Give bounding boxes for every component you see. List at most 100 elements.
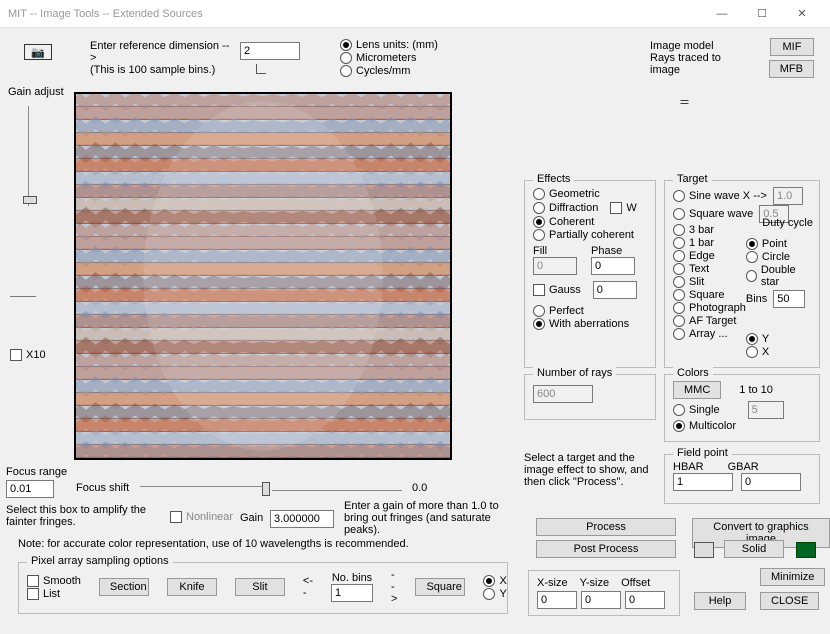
ref-dim-label2: (This is 100 sample bins.): [90, 64, 230, 76]
w-check[interactable]: W: [610, 202, 636, 214]
colors-legend: Colors: [673, 367, 713, 379]
nonlinear-check: Nonlinear: [170, 511, 233, 523]
image-model-label: Image model: [650, 40, 740, 52]
edge-radio[interactable]: Edge: [673, 250, 746, 262]
slit-radio[interactable]: Slit: [673, 276, 746, 288]
mif-button[interactable]: MIF: [770, 38, 814, 56]
print-icon[interactable]: [694, 542, 714, 558]
sinewave-input: [773, 187, 803, 205]
gauss-input[interactable]: [593, 281, 637, 299]
fill-label: Fill: [533, 245, 577, 257]
coherent-radio[interactable]: Coherent: [533, 216, 647, 228]
minimize-button[interactable]: —: [702, 0, 742, 28]
nobins-input[interactable]: [331, 584, 373, 602]
numrays-input: [533, 385, 593, 403]
ref-tick-icon: [256, 64, 266, 74]
square-button[interactable]: Square: [415, 578, 465, 596]
xsize-input[interactable]: [537, 591, 577, 609]
micrometers-radio[interactable]: Micrometers: [340, 52, 438, 64]
focus-range-label: Focus range: [6, 466, 67, 478]
postprocess-button[interactable]: Post Process: [536, 540, 676, 558]
window-title: MIT -- Image Tools -- Extended Sources: [8, 8, 702, 20]
knife-button[interactable]: Knife: [167, 578, 217, 596]
circle-radio[interactable]: Circle: [746, 251, 811, 263]
point-radio[interactable]: Point: [746, 238, 811, 250]
gain-slider[interactable]: [28, 106, 44, 206]
gain-adjust-label: Gain adjust: [8, 86, 64, 98]
hbar-input[interactable]: [673, 473, 733, 491]
phase-input[interactable]: [591, 257, 635, 275]
gauss-check[interactable]: Gauss: [533, 284, 581, 296]
offset-input[interactable]: [625, 591, 665, 609]
3bar-radio[interactable]: 3 bar: [673, 224, 746, 236]
ref-dim-label: Enter reference dimension -->: [90, 40, 230, 64]
gbar-input[interactable]: [741, 473, 801, 491]
smooth-check[interactable]: Smooth: [27, 575, 81, 587]
ysize-label: Y-size: [580, 577, 610, 589]
amplify-label: Select this box to amplify the fainter f…: [6, 504, 156, 528]
gain-input[interactable]: [270, 510, 334, 528]
camera-small-icon[interactable]: [796, 542, 816, 558]
duty-cycle-label: Duty cycle: [762, 217, 813, 229]
photograph-radio[interactable]: Photograph: [673, 302, 746, 314]
squarewave-radio[interactable]: Square wave: [673, 208, 753, 220]
window-minimize-button[interactable]: Minimize: [760, 568, 825, 586]
help-button[interactable]: Help: [694, 592, 746, 610]
one-to-ten-label: 1 to 10: [739, 384, 773, 396]
phase-label: Phase: [591, 245, 635, 257]
gain-label: Gain: [240, 512, 263, 524]
lens-units-radio[interactable]: Lens units: (mm): [340, 39, 438, 51]
bins-label: Bins: [746, 293, 767, 305]
process-button[interactable]: Process: [536, 518, 676, 536]
x10-check[interactable]: X10: [10, 349, 46, 361]
with-aberrations-radio[interactable]: With aberrations: [533, 318, 647, 330]
focus-shift-label: Focus shift: [76, 482, 129, 494]
note-label: Note: for accurate color representation,…: [18, 538, 409, 550]
partial-coherent-radio[interactable]: Partially coherent: [533, 229, 647, 241]
pixarr-legend: Pixel array sampling options: [27, 555, 173, 567]
solid-button[interactable]: Solid: [724, 540, 784, 558]
maximize-button[interactable]: ☐: [742, 0, 782, 28]
perfect-radio[interactable]: Perfect: [533, 305, 647, 317]
close-window-button[interactable]: ✕: [782, 0, 822, 28]
single-radio[interactable]: Single: [673, 404, 720, 416]
bins-input[interactable]: [773, 290, 805, 308]
multicolor-radio[interactable]: Multicolor: [673, 420, 811, 432]
text-radio[interactable]: Text: [673, 263, 746, 275]
close-button[interactable]: CLOSE: [760, 592, 819, 610]
target-y-radio[interactable]: Y: [746, 333, 811, 345]
geometric-radio[interactable]: Geometric: [533, 188, 647, 200]
diffraction-radio[interactable]: Diffraction: [533, 202, 598, 214]
aftarget-radio[interactable]: AF Target: [673, 315, 746, 327]
divider-2: [272, 490, 402, 491]
ref-dim-input[interactable]: [240, 42, 300, 60]
list-check[interactable]: List: [27, 588, 81, 600]
image-canvas: [74, 92, 452, 460]
1bar-radio[interactable]: 1 bar: [673, 237, 746, 249]
target-x-radio[interactable]: X: [746, 346, 811, 358]
sinewave-radio[interactable]: Sine wave X -->: [673, 190, 767, 202]
ysize-input[interactable]: [581, 591, 621, 609]
slit-button[interactable]: Slit: [235, 578, 285, 596]
doublestar-radio[interactable]: Double star: [746, 264, 811, 288]
target-legend: Target: [673, 173, 712, 185]
camera-icon[interactable]: 📷: [24, 44, 52, 60]
mfb-button[interactable]: MFB: [769, 60, 814, 78]
fill-input: [533, 257, 577, 275]
section-button[interactable]: Section: [99, 578, 149, 596]
effects-legend: Effects: [533, 173, 574, 185]
array-radio[interactable]: Array ...: [673, 328, 746, 340]
focus-range-input[interactable]: [6, 480, 54, 498]
pixarr-x-radio[interactable]: X: [483, 575, 506, 587]
xsize-label: X-size: [537, 577, 568, 589]
select-hint: Select a target and the image effect to …: [524, 452, 654, 488]
pixarr-y-radio[interactable]: Y: [483, 588, 506, 600]
fieldpt-legend: Field point: [673, 447, 732, 459]
single-input: [748, 401, 784, 419]
focus-shift-slider[interactable]: [140, 486, 266, 502]
square-radio[interactable]: Square: [673, 289, 746, 301]
focus-shift-value: 0.0: [412, 482, 427, 494]
mmc-button[interactable]: MMC: [673, 381, 721, 399]
cyclesmm-radio[interactable]: Cycles/mm: [340, 65, 438, 77]
divider-1: [10, 296, 36, 297]
